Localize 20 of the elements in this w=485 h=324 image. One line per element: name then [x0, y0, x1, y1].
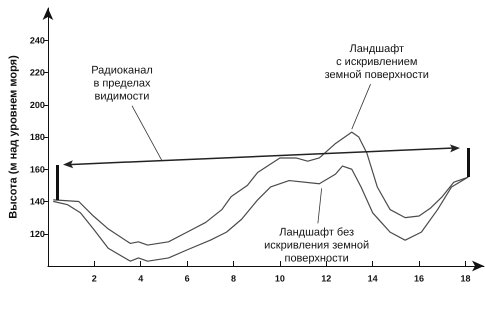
x-tick-label: 10: [274, 274, 285, 284]
x-tick-label: 8: [230, 274, 236, 284]
y-tick-label: 120: [30, 228, 45, 239]
x-tick-label: 6: [184, 274, 190, 284]
annotation: Ландшафт без искривления земной поверхности: [264, 226, 370, 264]
x-tick-label: 14: [368, 274, 378, 284]
y-tick-label: 180: [30, 132, 45, 142]
x-tick-label: 2: [92, 274, 97, 284]
y-axis-title: Высота (м над уровнем моря): [8, 54, 20, 219]
annotation: Радиоканал в пределах видимости: [91, 64, 153, 103]
x-tick-label: 16: [414, 274, 424, 284]
y-tick-label: 200: [30, 100, 45, 110]
annotation: Ландшафт с искривлением земной поверхности: [324, 43, 429, 82]
y-tick-label: 140: [30, 196, 45, 206]
y-tick-label: 220: [30, 68, 45, 78]
x-tick-label: 18: [460, 274, 470, 284]
x-tick-label: 4: [138, 274, 144, 284]
y-tick-label: 160: [30, 164, 45, 174]
y-tick-label: 240: [30, 35, 45, 46]
x-tick-label: 12: [321, 274, 332, 284]
